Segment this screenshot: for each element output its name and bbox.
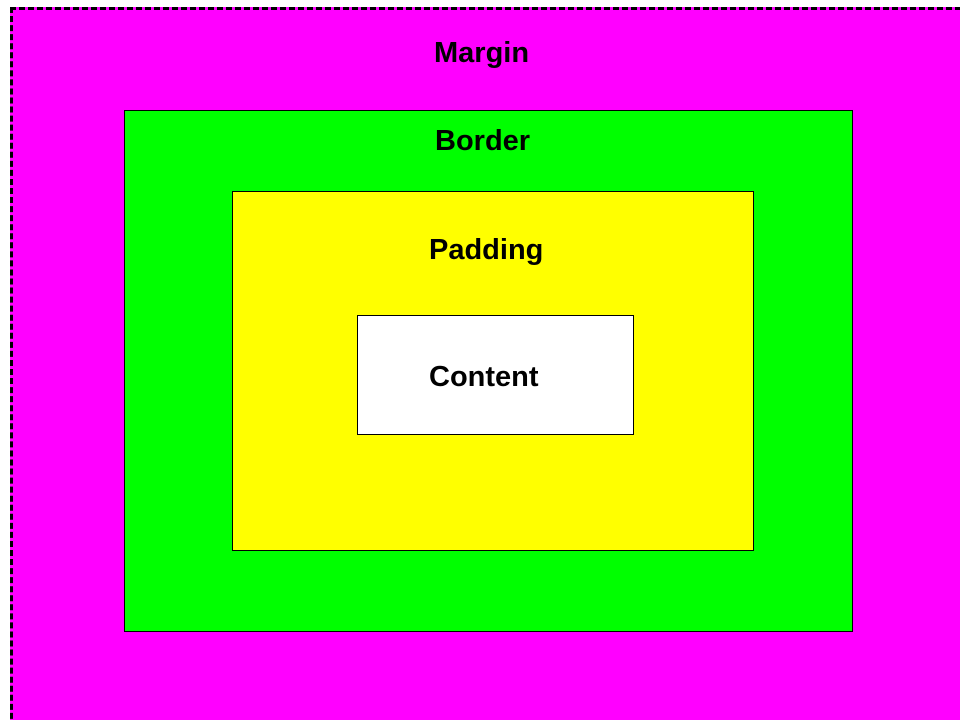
padding-label: Padding bbox=[429, 234, 544, 266]
content-label: Content bbox=[429, 361, 539, 393]
margin-label: Margin bbox=[434, 37, 530, 69]
border-label: Border bbox=[435, 125, 531, 157]
content-box bbox=[357, 315, 634, 435]
